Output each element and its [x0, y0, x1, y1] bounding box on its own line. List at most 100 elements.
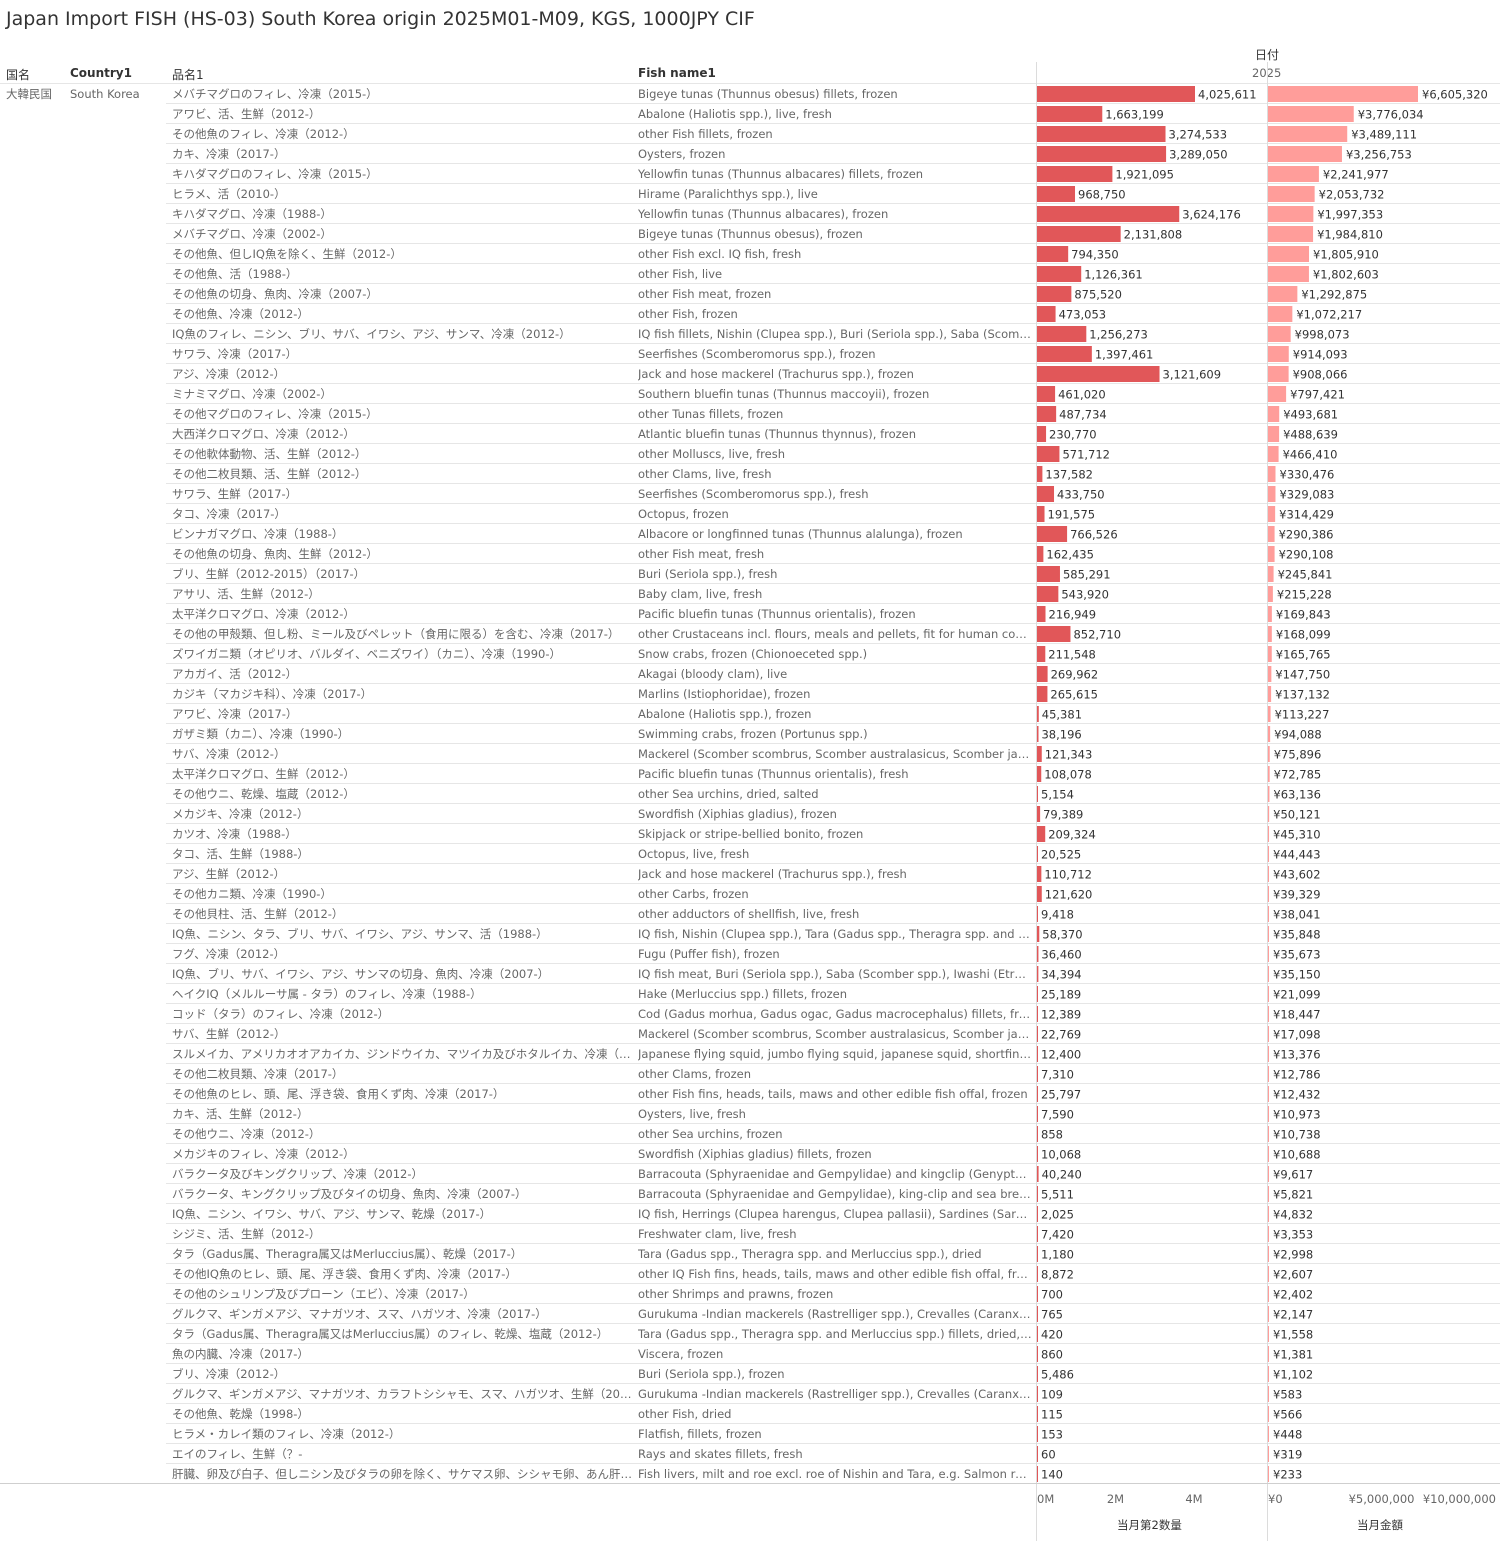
row-divider [166, 463, 1500, 464]
item-jp-cell: アカガイ、活（2012-） [172, 667, 298, 681]
item-jp-cell: カジキ（マカジキ科）、冷凍（2017-） [172, 687, 373, 701]
year-header: 2025 [1252, 66, 1281, 80]
qty-pane-divider [1036, 62, 1037, 1541]
qty-label: 10,068 [1041, 1148, 1081, 1162]
row-divider [166, 643, 1500, 644]
value-label: ¥17,098 [1273, 1028, 1321, 1042]
item-en-cell: Baby clam, live, fresh [638, 587, 763, 601]
value-bar [1268, 106, 1354, 122]
value-label: ¥50,121 [1273, 808, 1321, 822]
qty-axis-tick: 2M [1107, 1492, 1124, 1506]
item-en-cell: other Fish meat, fresh [638, 547, 765, 561]
qty-label: 5,511 [1041, 1188, 1074, 1202]
value-label: ¥290,386 [1279, 528, 1334, 542]
value-bar [1268, 986, 1269, 1002]
item-jp-cell: グルクマ、ギンガメアジ、マナガツオ、カラフトシシャモ、スマ、ハガツオ、生鮮（20… [172, 1387, 632, 1401]
value-bar [1268, 466, 1276, 482]
column-header-country-en[interactable]: Country1 [70, 66, 132, 80]
item-jp-cell: その他二枚貝類、活、生鮮（2012-） [172, 467, 367, 481]
column-header-item-en[interactable]: Fish name1 [638, 66, 716, 80]
qty-label: 585,291 [1063, 568, 1111, 582]
value-label: ¥10,973 [1273, 1108, 1321, 1122]
value-axis-tick: ¥5,000,000 [1349, 1492, 1415, 1506]
value-label: ¥1,292,875 [1301, 288, 1367, 302]
item-en-cell: Oysters, frozen [638, 147, 726, 161]
item-jp-cell: カツオ、冷凍（1988-） [172, 827, 297, 841]
item-en-cell: other Sea urchins, dried, salted [638, 787, 819, 801]
qty-label: 875,520 [1074, 288, 1122, 302]
row-divider [166, 1063, 1500, 1064]
item-jp-cell: その他魚、但しIQ魚を除く、生鮮（2012-） [172, 247, 402, 261]
qty-bar [1037, 1006, 1038, 1022]
qty-label: 9,418 [1041, 908, 1074, 922]
row-divider [166, 603, 1500, 604]
qty-label: 968,750 [1078, 188, 1126, 202]
item-en-cell: other Molluscs, live, fresh [638, 447, 786, 461]
qty-bar [1037, 1406, 1038, 1422]
column-header-item-jp[interactable]: 品名1 [172, 68, 204, 82]
value-label: ¥1,805,910 [1313, 248, 1379, 262]
value-bar [1268, 306, 1293, 322]
value-bar [1268, 686, 1272, 702]
qty-label: 2,025 [1041, 1208, 1074, 1222]
qty-bar [1037, 566, 1060, 582]
item-en-cell: other Tunas fillets, frozen [638, 407, 784, 421]
column-header-country-jp[interactable]: 国名 [6, 68, 31, 82]
qty-bar [1037, 1306, 1038, 1322]
value-bar [1268, 286, 1298, 302]
value-bar [1268, 1326, 1269, 1342]
row-divider [166, 1343, 1500, 1344]
item-jp-cell: シジミ、活、生鮮（2012-） [172, 1227, 321, 1241]
item-en-cell: Flatfish, fillets, frozen [638, 1427, 762, 1441]
value-bar [1268, 206, 1314, 222]
qty-label: 12,400 [1041, 1048, 1081, 1062]
qty-bar [1037, 406, 1057, 422]
value-label: ¥38,041 [1273, 908, 1321, 922]
value-bar [1268, 246, 1310, 262]
value-label: ¥314,429 [1279, 508, 1334, 522]
item-en-cell: Barracouta (Sphyraenidae and Gempylidae)… [638, 1187, 1033, 1201]
item-en-cell: Japanese flying squid, jumbo flying squi… [638, 1047, 1033, 1061]
qty-bar [1037, 846, 1038, 862]
qty-bar [1037, 1126, 1038, 1142]
value-bar [1268, 1166, 1269, 1182]
item-en-cell: other Clams, frozen [638, 1067, 752, 1081]
qty-bar [1037, 1386, 1038, 1402]
qty-label: 34,394 [1041, 968, 1081, 982]
value-label: ¥998,073 [1295, 328, 1350, 342]
value-bar [1268, 126, 1348, 142]
qty-label: 3,274,533 [1169, 128, 1228, 142]
item-jp-cell: カキ、活、生鮮（2012-） [172, 1107, 309, 1121]
item-en-cell: Viscera, frozen [638, 1347, 724, 1361]
item-jp-cell: ヒラメ、活（2010-） [172, 187, 286, 201]
item-en-cell: other Fish, live [638, 267, 723, 281]
item-en-cell: Buri (Seriola spp.), fresh [638, 567, 778, 581]
value-label: ¥1,102 [1273, 1368, 1313, 1382]
item-jp-cell: バラクータ及びキングクリップ、冷凍（2012-） [172, 1167, 423, 1181]
qty-bar [1037, 226, 1121, 242]
value-label: ¥5,821 [1273, 1188, 1313, 1202]
value-bar [1268, 1426, 1269, 1442]
qty-label: 121,343 [1045, 748, 1093, 762]
qty-bar [1037, 1086, 1039, 1102]
item-jp-cell: フグ、冷凍（2012-） [172, 947, 286, 961]
value-label: ¥63,136 [1273, 788, 1321, 802]
item-en-cell: other Fish, dried [638, 1407, 732, 1421]
qty-label: 60 [1041, 1448, 1056, 1462]
qty-label: 115 [1041, 1408, 1063, 1422]
qty-bar [1037, 426, 1047, 442]
row-divider [166, 1223, 1500, 1224]
value-label: ¥137,132 [1275, 688, 1330, 702]
row-divider [166, 1243, 1500, 1244]
qty-label: 230,770 [1049, 428, 1097, 442]
value-bar [1268, 566, 1274, 582]
item-jp-cell: その他魚の切身、魚肉、生鮮（2012-） [172, 547, 378, 561]
value-label: ¥169,843 [1276, 608, 1331, 622]
qty-bar [1037, 1246, 1038, 1262]
row-divider [166, 303, 1500, 304]
item-jp-cell: ブリ、冷凍（2012-） [172, 1367, 286, 1381]
value-bar [1268, 546, 1275, 562]
qty-bar [1037, 1146, 1038, 1162]
item-en-cell: Snow crabs, frozen (Chionoeceted spp.) [638, 647, 868, 661]
item-jp-cell: メバチマグロのフィレ、冷凍（2015-） [172, 87, 378, 101]
